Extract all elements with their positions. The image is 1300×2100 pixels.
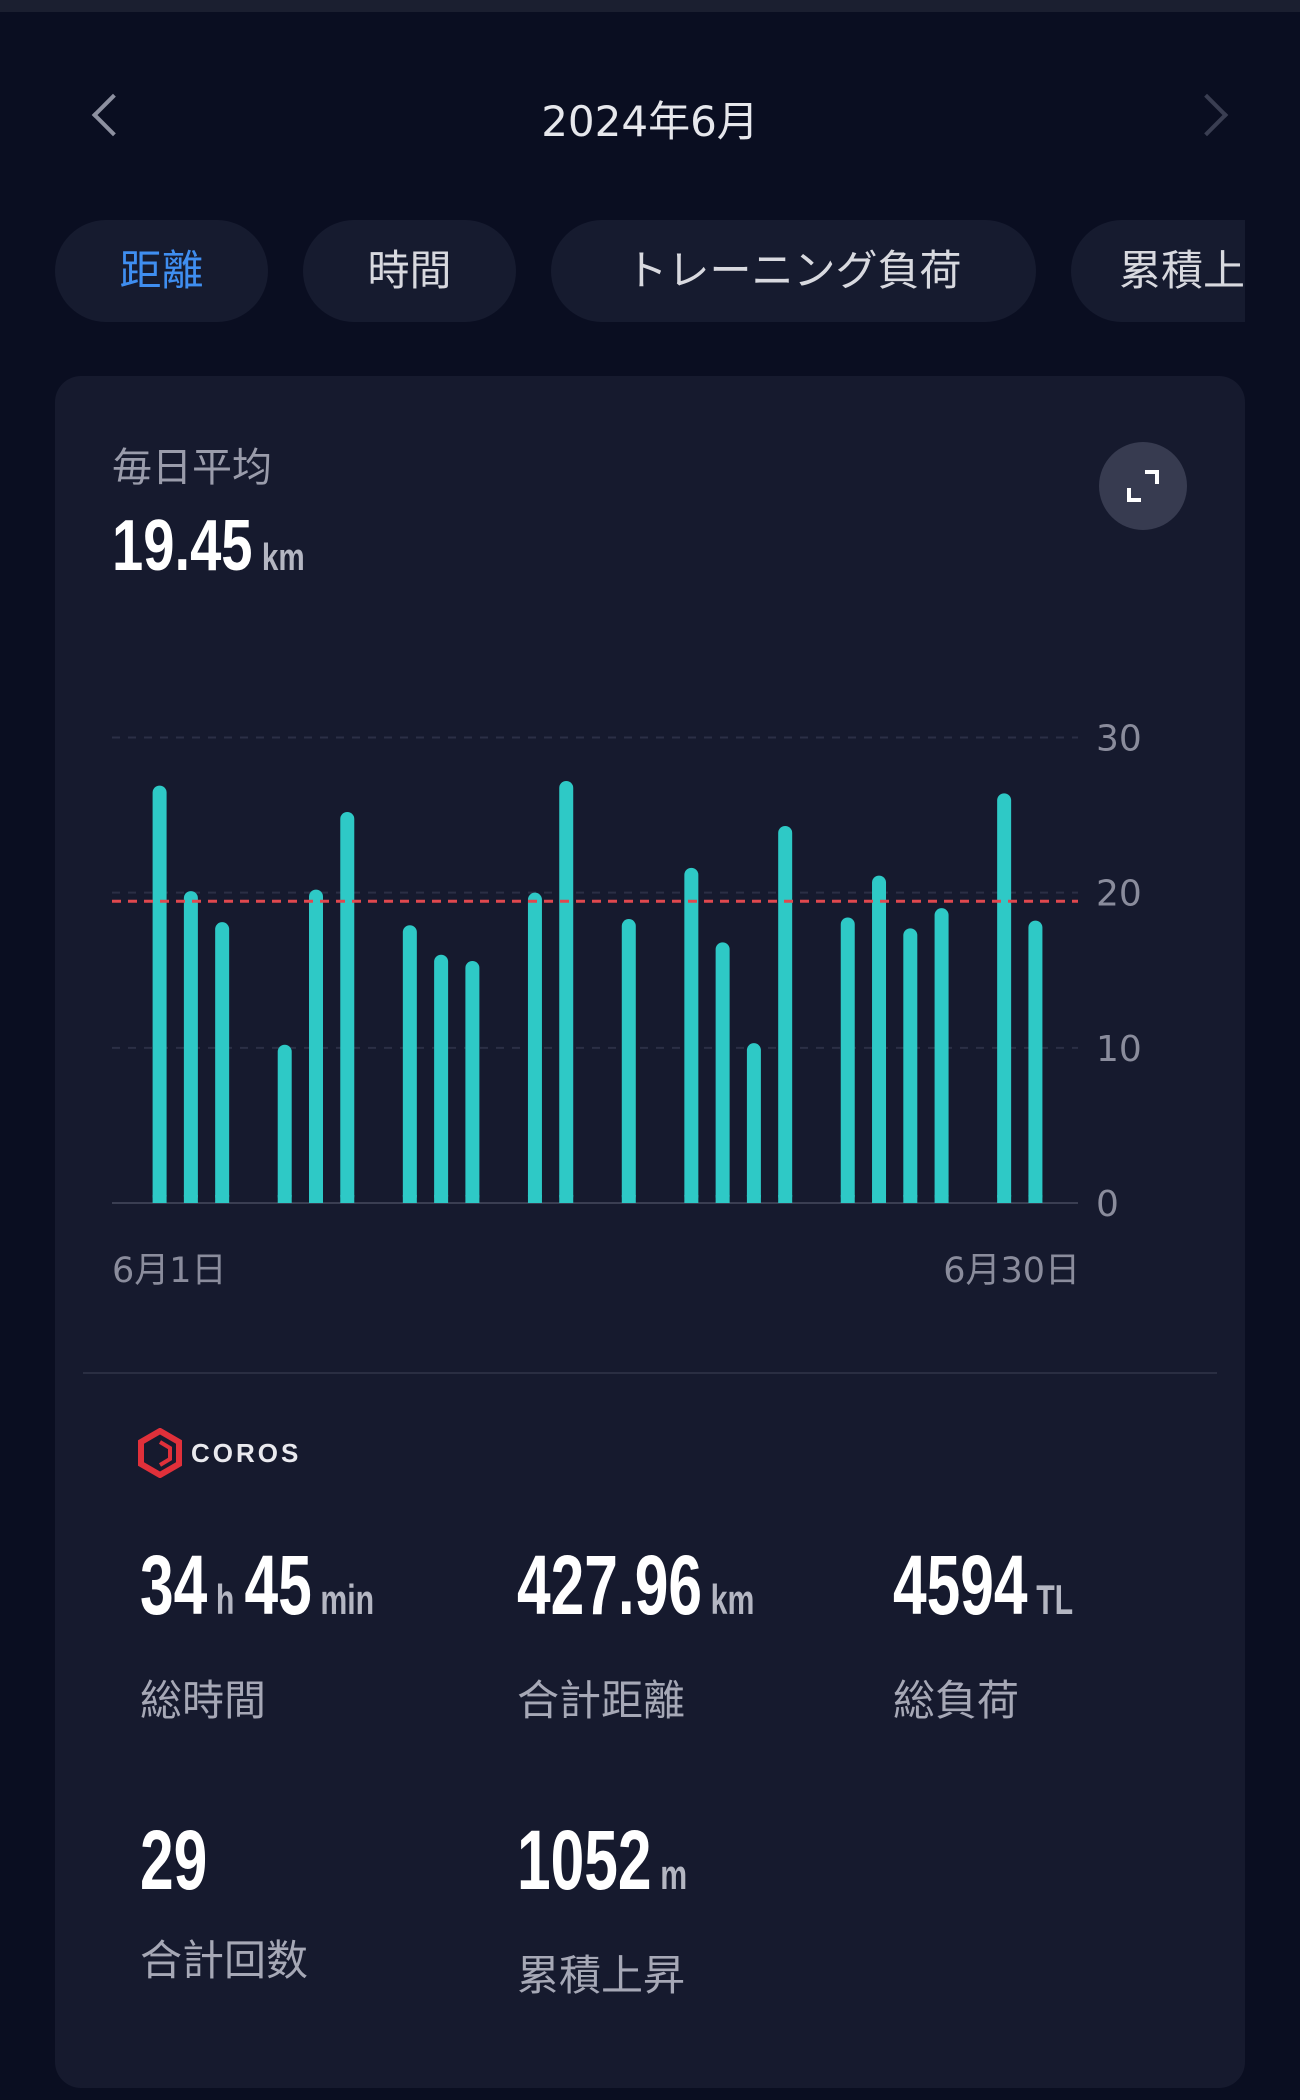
- bar-day-23: [840, 917, 855, 1203]
- bar-day-19: [715, 942, 730, 1203]
- bar-day-7: [340, 811, 355, 1203]
- stat-label: 合計回数: [140, 1936, 309, 1985]
- stats-card: [55, 376, 1245, 2088]
- bar-day-26: [934, 908, 949, 1203]
- daily-average-unit: km: [261, 537, 305, 579]
- brand-name: COROS: [191, 1437, 302, 1468]
- tab-training-load[interactable]: トレーニング負荷: [551, 220, 1036, 322]
- bar-base: [778, 1195, 793, 1203]
- stat-total-time: 34 h 45 min 総時間: [140, 1540, 479, 1728]
- bar-base: [215, 1195, 230, 1203]
- bar-day-13: [527, 892, 542, 1203]
- bar-day-6: [308, 889, 323, 1203]
- stat-label: 累積上昇: [517, 1951, 686, 2000]
- divider: [83, 1372, 1217, 1374]
- bar-base: [872, 1195, 887, 1203]
- bar-base: [684, 1195, 699, 1203]
- stat-total-load: 4594 TL 総負荷: [893, 1540, 1157, 1728]
- stat-label: 総時間: [140, 1676, 267, 1725]
- metric-tabs: 距離 時間 トレーニング負荷 累積上昇: [55, 220, 1245, 322]
- tab-time[interactable]: 時間: [303, 220, 516, 322]
- y-tick-label: 20: [1096, 874, 1142, 915]
- bar-base: [903, 1195, 918, 1203]
- bar-day-5: [277, 1044, 292, 1203]
- bar-day-16: [621, 919, 636, 1203]
- stat-label: 総負荷: [893, 1676, 1020, 1725]
- tab-elevation-gain[interactable]: 累積上昇: [1071, 220, 1245, 322]
- bar-base: [465, 1195, 480, 1203]
- stat-total-distance: 427.96 km 合計距離: [517, 1540, 861, 1728]
- bar-base: [746, 1195, 761, 1203]
- expand-icon: [1127, 470, 1159, 502]
- x-end-label: 6月30日: [943, 1251, 1080, 1291]
- bar-base: [434, 1195, 449, 1203]
- month-title: 2024年6月: [541, 97, 759, 146]
- x-start-label: 6月1日: [112, 1251, 227, 1291]
- stat-value: 427.96: [517, 1538, 702, 1632]
- bar-day-3: [215, 922, 230, 1203]
- minutes-value: 45: [244, 1538, 312, 1632]
- bar-day-9: [402, 925, 417, 1203]
- stat-unit: km: [710, 1576, 755, 1623]
- bar-day-14: [559, 780, 574, 1203]
- coros-logo-icon: [138, 1428, 182, 1478]
- daily-average-value: 19.45 km: [112, 505, 305, 587]
- bar-day-20: [746, 1043, 761, 1203]
- stat-value: 1052: [517, 1813, 652, 1907]
- distance-bar-chart: 0 10 20 30: [112, 719, 1142, 1225]
- stat-value: 29: [140, 1813, 208, 1907]
- stat-label: 合計距離: [517, 1676, 686, 1725]
- bar-day-18: [684, 867, 699, 1203]
- bar-day-21: [778, 825, 793, 1203]
- bar-base: [1028, 1195, 1043, 1203]
- bar-base: [527, 1195, 542, 1203]
- stat-total-count: 29 合計回数: [140, 1815, 308, 1988]
- bar-base: [402, 1195, 417, 1203]
- bar-base: [340, 1195, 355, 1203]
- coros-logo: COROS: [137, 1428, 301, 1478]
- bar-day-25: [903, 928, 918, 1203]
- hours-value: 34: [140, 1538, 208, 1632]
- bar-day-24: [872, 875, 887, 1203]
- y-tick-label: 30: [1096, 719, 1142, 760]
- hours-unit: h: [215, 1576, 235, 1623]
- bar-base: [840, 1195, 855, 1203]
- minutes-unit: min: [320, 1576, 375, 1623]
- bar-day-28: [997, 793, 1012, 1203]
- tab-distance[interactable]: 距離: [55, 220, 268, 322]
- stat-elevation-gain: 1052 m 累積上昇: [517, 1815, 767, 2003]
- bar-base: [934, 1195, 949, 1203]
- stat-unit: m: [660, 1851, 688, 1898]
- stat-unit: TL: [1036, 1576, 1074, 1623]
- daily-average-label: 毎日平均: [112, 445, 272, 491]
- bar-day-1: [152, 785, 167, 1203]
- bar-base: [715, 1195, 730, 1203]
- bar-base: [997, 1195, 1012, 1203]
- bar-base: [183, 1195, 198, 1203]
- bar-base: [308, 1195, 323, 1203]
- bar-day-10: [434, 954, 449, 1203]
- bar-day-11: [465, 960, 480, 1203]
- bar-base: [152, 1195, 167, 1203]
- y-tick-label: 10: [1096, 1029, 1142, 1070]
- expand-button[interactable]: [1099, 442, 1187, 530]
- stat-value: 4594: [893, 1538, 1028, 1632]
- bar-day-2: [183, 891, 198, 1203]
- daily-average-number: 19.45: [112, 506, 253, 586]
- bar-base: [277, 1195, 292, 1203]
- bar-day-29: [1028, 920, 1043, 1203]
- bar-base: [621, 1195, 636, 1203]
- status-strip: [0, 0, 1300, 12]
- bar-base: [559, 1195, 574, 1203]
- y-tick-label: 0: [1096, 1184, 1119, 1225]
